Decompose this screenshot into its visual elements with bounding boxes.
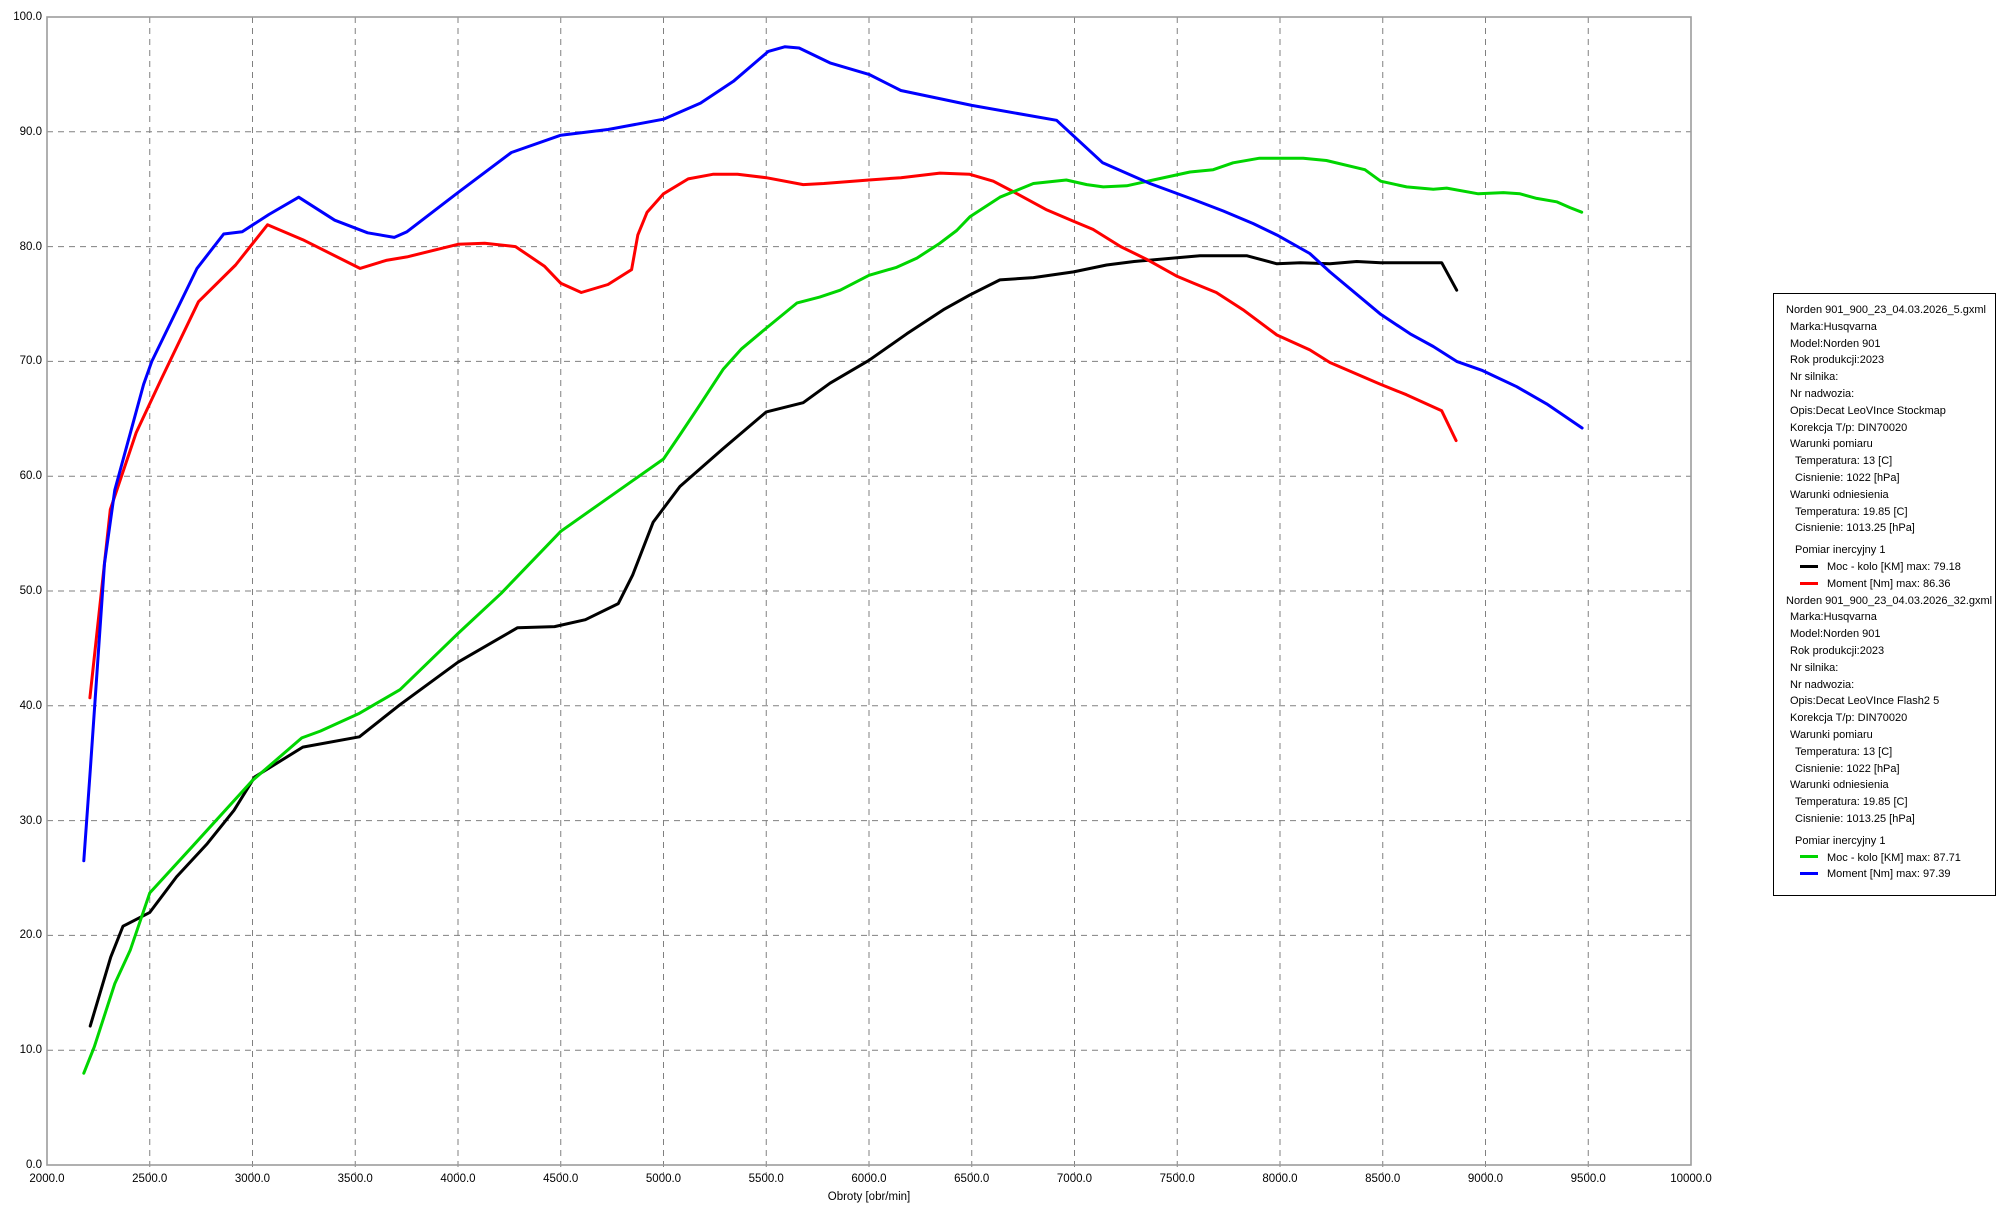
curve-flash-torque <box>82 45 1584 863</box>
x-tick-label: 7500.0 <box>1159 1173 1195 1185</box>
pomiar-header: Pomiar inercyjny 1 <box>1795 834 1886 847</box>
info-line: Marka:Husqvarna <box>1790 320 1877 333</box>
curve-stock-torque <box>88 171 1458 700</box>
x-tick-label: 3000.0 <box>234 1173 271 1185</box>
info-line: Warunki odniesienia <box>1790 488 1889 501</box>
info-file-name: Norden 901_900_23_04.03.2026_5.gxml <box>1786 304 1986 316</box>
info-line: Korekcja T/p: DIN70020 <box>1790 421 1908 434</box>
legend-entry-label: Moc - kolo [KM] max: 79.18 <box>1827 560 1961 573</box>
info-line: Marka:Husqvarna <box>1790 611 1877 624</box>
x-tick-label: 9000.0 <box>1467 1173 1504 1185</box>
y-tick-label: 10.0 <box>19 1044 42 1057</box>
info-file-name: Norden 901_900_23_04.03.2026_32.gxml <box>1786 594 1993 607</box>
info-line: Opis:Decat LeoVInce Flash2 5 <box>1790 695 1940 708</box>
curve-stock-power <box>88 254 1459 1028</box>
y-tick-label: 40.0 <box>19 699 42 712</box>
legend-swatch-icon <box>1800 855 1818 859</box>
legend-entry-label: Moc - kolo [KM] max: 87.71 <box>1827 851 1961 864</box>
info-line: Nr silnika: <box>1790 661 1839 674</box>
x-tick-label: 5000.0 <box>645 1173 682 1185</box>
x-axis-title: Obroty [obr/min] <box>827 1191 911 1203</box>
curve-flash-power <box>82 156 1584 1075</box>
info-line: Nr nadwozia: <box>1790 387 1855 400</box>
legend-entry: Moment [Nm] max: 86.36 <box>1774 576 1995 593</box>
legend-swatch-icon <box>1800 564 1818 568</box>
y-tick-label: 30.0 <box>19 814 42 827</box>
x-tick-label: 2500.0 <box>132 1173 168 1185</box>
info-line: Temperatura: 19.85 [C] <box>1795 505 1908 518</box>
info-line: Temperatura: 13 [C] <box>1795 745 1893 758</box>
legend-entry-label: Moment [Nm] max: 97.39 <box>1827 868 1951 881</box>
pomiar-header: Pomiar inercyjny 1 <box>1795 544 1886 557</box>
y-tick-label: 50.0 <box>19 585 42 597</box>
x-tick-label: 9500.0 <box>1570 1173 1606 1185</box>
legend-swatch-icon <box>1800 581 1818 585</box>
x-tick-label: 5500.0 <box>748 1173 784 1185</box>
info-line: Cisnienie: 1022 [hPa] <box>1795 762 1900 775</box>
info-line: Temperatura: 19.85 [C] <box>1795 796 1908 809</box>
info-line: Cisnienie: 1022 [hPa] <box>1795 471 1900 484</box>
info-line: Rok produkcji:2023 <box>1790 644 1885 657</box>
info-line: Rok produkcji:2023 <box>1790 354 1885 367</box>
legend-entry: Moment [Nm] max: 97.39 <box>1774 866 1995 883</box>
info-line: Cisnienie: 1013.25 [hPa] <box>1795 522 1915 535</box>
info-panel: Norden 901_900_23_04.03.2026_5.gxml Marka… <box>1773 293 1996 896</box>
y-tick-label: 80.0 <box>19 240 42 253</box>
info-line: Opis:Decat LeoVInce Stockmap <box>1790 404 1946 417</box>
info-line: Model:Norden 901 <box>1790 337 1881 350</box>
plot-border <box>46 16 1692 1166</box>
x-tick-label: 6500.0 <box>954 1173 990 1185</box>
x-tick-label: 7000.0 <box>1056 1173 1093 1185</box>
legend-swatch-icon <box>1800 872 1818 876</box>
y-tick-label: 0.0 <box>26 1159 42 1171</box>
info-line: Warunki odniesienia <box>1790 779 1889 792</box>
y-tick-label: 70.0 <box>19 355 42 368</box>
info-block-2: Norden 901_900_23_04.03.2026_32.gxml Mark… <box>1774 593 1995 884</box>
x-tick-label: 2000.0 <box>29 1173 65 1185</box>
info-line: Model:Norden 901 <box>1790 628 1881 641</box>
info-line: Nr nadwozia: <box>1790 678 1855 691</box>
info-line: Warunki pomiaru <box>1790 728 1873 741</box>
x-tick-label: 4000.0 <box>440 1173 476 1185</box>
info-line: Korekcja T/p: DIN70020 <box>1790 712 1908 725</box>
info-line: Nr silnika: <box>1790 371 1839 384</box>
y-tick-label: 90.0 <box>19 125 42 138</box>
info-line: Cisnienie: 1013.25 [hPa] <box>1795 812 1915 825</box>
x-tick-label: 8500.0 <box>1365 1173 1401 1185</box>
legend-entry: Moc - kolo [KM] max: 87.71 <box>1774 850 1995 867</box>
info-line: Warunki pomiaru <box>1790 438 1873 451</box>
y-tick-label: 20.0 <box>19 929 42 942</box>
y-tick-label: 100.0 <box>13 11 42 23</box>
x-tick-label: 8000.0 <box>1262 1173 1298 1185</box>
x-tick-label: 10000.0 <box>1670 1173 1712 1185</box>
x-tick-label: 6000.0 <box>851 1173 887 1185</box>
info-block-1: Norden 901_900_23_04.03.2026_5.gxml Marka… <box>1774 302 1995 593</box>
x-tick-label: 3500.0 <box>337 1173 373 1185</box>
legend-entry-label: Moment [Nm] max: 86.36 <box>1827 577 1951 590</box>
x-tick-label: 4500.0 <box>543 1173 579 1185</box>
info-line: Temperatura: 13 [C] <box>1795 455 1893 468</box>
legend-entry: Moc - kolo [KM] max: 79.18 <box>1774 559 1995 576</box>
y-tick-label: 60.0 <box>19 470 42 483</box>
